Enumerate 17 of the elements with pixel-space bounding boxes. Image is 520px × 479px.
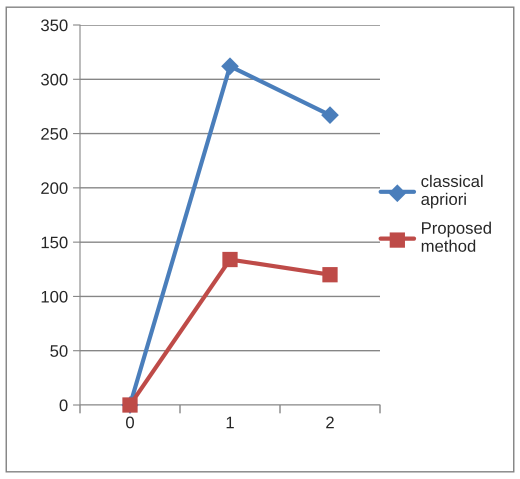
point: [321, 106, 339, 124]
y-tick-label: 300: [41, 74, 68, 86]
point: [222, 252, 238, 268]
point: [322, 267, 338, 282]
y-tick-label: 250: [41, 128, 68, 140]
x-tick-label: 2: [326, 416, 334, 428]
y-tick-label: 350: [41, 19, 68, 32]
y-tick-label: 50: [50, 345, 68, 357]
y-tick-label: 100: [42, 290, 68, 303]
x-tick-label: 0: [126, 416, 134, 428]
y-tick-label: 200: [41, 182, 68, 194]
y-tick-label: 0: [60, 399, 68, 412]
legend-label: classical apriori: [421, 174, 483, 208]
x-tick-label: 1: [226, 416, 234, 428]
legend-label: Proposed method: [422, 222, 491, 252]
y-tick-label: 150: [42, 236, 68, 248]
point: [221, 57, 239, 76]
